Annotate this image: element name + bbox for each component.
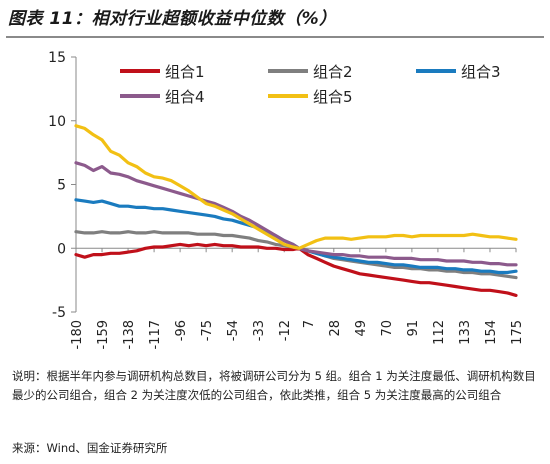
y-tick-label: 0: [57, 241, 66, 257]
x-tick-label: 28: [328, 320, 343, 337]
series-line-5: [74, 124, 518, 250]
x-tick-label: -117: [148, 320, 163, 350]
y-tick-label: 10: [48, 114, 66, 130]
x-tick-label: -159: [96, 320, 111, 350]
x-tick-label: -180: [70, 320, 85, 350]
x-tick-label: -12: [278, 320, 293, 341]
y-tick-label: -5: [52, 305, 66, 321]
x-tick-label: -138: [122, 320, 137, 350]
x-tick-label: 7: [302, 320, 317, 328]
series-line-2: [74, 230, 518, 280]
chart-legend: 组合1 组合2 组合3 组合4 组合5: [120, 63, 501, 106]
figure-note: 说明：根据半年内参与调研机构总数目，将被调研公司分为 5 组。组合 1 为关注度…: [12, 369, 536, 402]
figure-source: 来源：Wind、国金证券研究所: [12, 441, 168, 455]
x-tick-label: -96: [174, 320, 189, 341]
legend-label-1: 组合1: [165, 63, 205, 81]
x-tick-label: 112: [432, 320, 447, 345]
x-tick-label: 154: [484, 320, 499, 345]
x-tick-label: -54: [226, 320, 241, 341]
x-tick-label: 175: [510, 320, 525, 345]
tick-labels: -5 0 5 10 15 -180 -159 -138 -117 -96 -75 -54 -33 -12 7…: [48, 50, 525, 350]
legend-label-3: 组合3: [461, 63, 501, 81]
legend-label-2: 组合2: [313, 63, 353, 81]
line-chart: 组合1 组合2 组合3 组合4 组合5 -5 0 5 10 15 -180 -159 -138 -117…: [48, 50, 525, 350]
x-tick-label: -33: [252, 320, 267, 341]
x-tick-label: 91: [406, 320, 421, 337]
x-tick-label: -75: [200, 320, 215, 341]
y-tick-label: 15: [48, 50, 66, 66]
legend-label-4: 组合4: [165, 88, 205, 106]
x-tick-label: 49: [354, 320, 369, 337]
figure-title: 图表 11：相对行业超额收益中位数（%）: [8, 9, 337, 29]
series-lines: [74, 124, 518, 297]
x-tick-label: 70: [380, 320, 395, 337]
title-divider: [6, 36, 544, 38]
x-tick-label: 133: [458, 320, 473, 345]
legend-label-5: 组合5: [313, 88, 353, 106]
y-tick-label: 5: [57, 178, 66, 194]
